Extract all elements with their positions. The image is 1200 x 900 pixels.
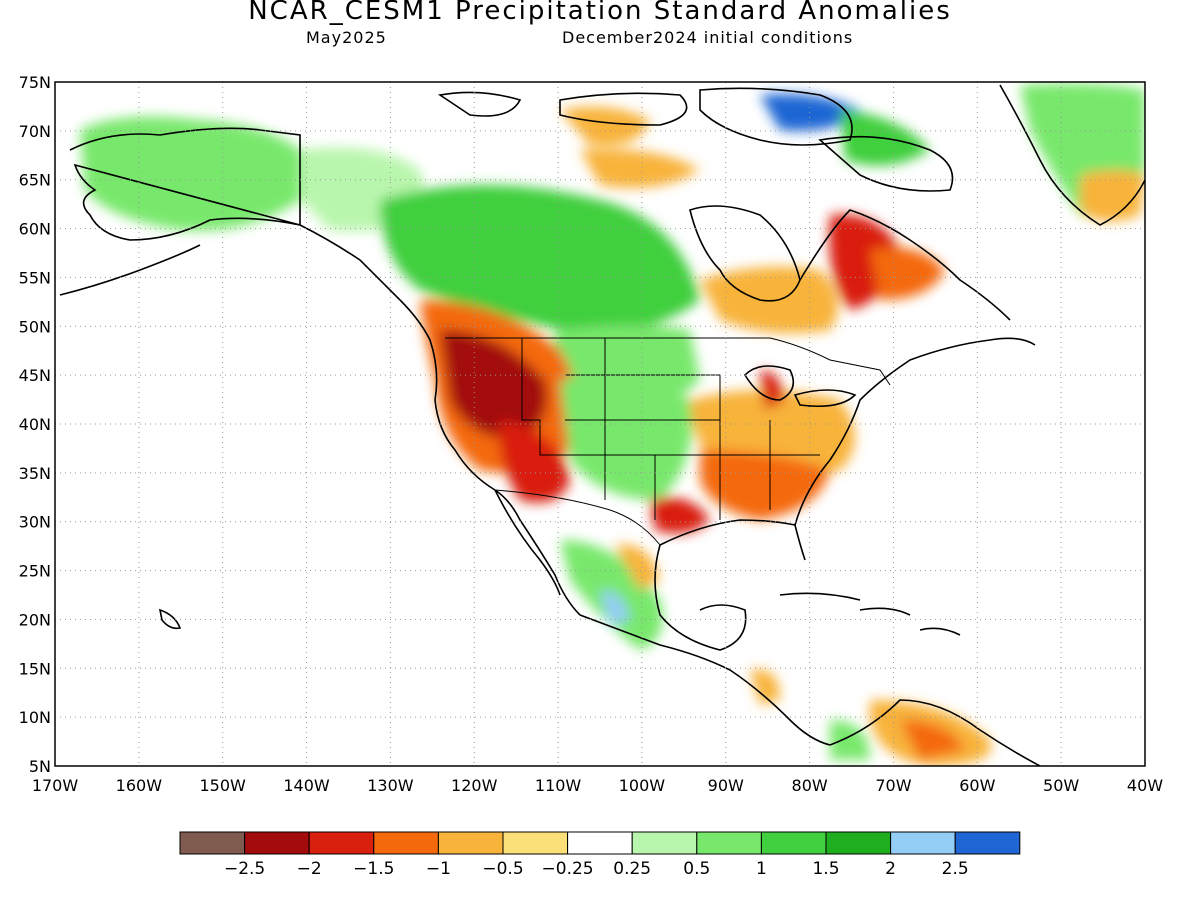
colorbar-label: −2.5 <box>224 859 265 879</box>
colorbar: −2.5 −2 −1.5 −1 −0.5 −0.25 0.25 0.5 1 1.5 2 2.5 <box>179 831 1021 879</box>
colorbar-swatch <box>696 831 762 855</box>
colorbar-swatch <box>825 831 892 855</box>
lon-tick-label: 40W <box>1127 776 1163 795</box>
map-frame <box>54 81 1146 767</box>
lon-tick-label: 50W <box>1043 776 1079 795</box>
lat-tick-label: 20N <box>19 610 51 629</box>
lat-tick-label: 25N <box>19 562 51 581</box>
colorbar-swatch <box>244 831 310 855</box>
graticule <box>55 82 1145 766</box>
lon-tick-label: 70W <box>875 776 911 795</box>
lat-tick-label: 35N <box>19 464 51 483</box>
colorbar-swatch <box>437 831 504 855</box>
colorbar-swatch <box>567 831 633 855</box>
lon-tick-label: 90W <box>708 776 744 795</box>
coastlines <box>59 84 1145 766</box>
colorbar-label: 1.5 <box>812 859 839 879</box>
lat-tick-label: 75N <box>19 73 51 92</box>
colorbar-label: −0.5 <box>482 859 523 879</box>
colorbar-label: 2.5 <box>942 859 969 879</box>
lat-tick-label: 55N <box>19 268 51 287</box>
lat-tick-label: 50N <box>19 317 51 336</box>
colorbar-label: −1.5 <box>353 859 394 879</box>
lon-tick-label: 80W <box>792 776 828 795</box>
colorbar-label: −0.25 <box>542 859 594 879</box>
colorbar-swatch <box>373 831 439 855</box>
lat-tick-label: 70N <box>19 122 51 141</box>
colorbar-swatch <box>179 831 246 855</box>
lat-tick-label: 30N <box>19 513 51 532</box>
colorbar-swatch <box>890 831 956 855</box>
lon-tick-label: 140W <box>283 776 330 795</box>
lon-tick-label: 160W <box>116 776 163 795</box>
lon-tick-label: 130W <box>367 776 414 795</box>
lon-tick-label: 120W <box>451 776 498 795</box>
lat-tick-label: 10N <box>19 708 51 727</box>
colorbar-label: −2 <box>297 859 322 879</box>
colorbar-swatch <box>631 831 698 855</box>
map-title: NCAR_CESM1 Precipitation Standard Anomal… <box>248 0 952 26</box>
colorbar-label: −1 <box>426 859 451 879</box>
colorbar-swatch <box>308 831 375 855</box>
initial-conditions-label: December2024 initial conditions <box>562 28 854 47</box>
lat-tick-label: 5N <box>29 757 51 776</box>
colorbar-label: 0.5 <box>683 859 710 879</box>
lon-tick-label: 110W <box>535 776 582 795</box>
colorbar-label: 0.25 <box>613 859 651 879</box>
colorbar-swatch <box>502 831 569 855</box>
lon-tick-label: 60W <box>959 776 995 795</box>
lat-tick-label: 15N <box>19 659 51 678</box>
colorbar-swatch <box>954 831 1021 855</box>
lon-tick-label: 100W <box>619 776 666 795</box>
anomaly-shading <box>80 83 1145 766</box>
axis-labels: 75N 70N 65N 60N 55N 50N 45N 40N 35N 30N 25N 20N 15N 1… <box>19 73 1164 795</box>
lat-tick-label: 60N <box>19 220 51 239</box>
lon-tick-label: 170W <box>32 776 79 795</box>
colorbar-swatch <box>760 831 827 855</box>
lat-tick-label: 65N <box>19 171 51 190</box>
lon-tick-label: 150W <box>200 776 247 795</box>
colorbar-label: 1 <box>756 859 767 879</box>
lat-tick-label: 45N <box>19 366 51 385</box>
colorbar-label: 2 <box>885 859 896 879</box>
forecast-month: May2025 <box>306 28 387 47</box>
lat-tick-label: 40N <box>19 415 51 434</box>
